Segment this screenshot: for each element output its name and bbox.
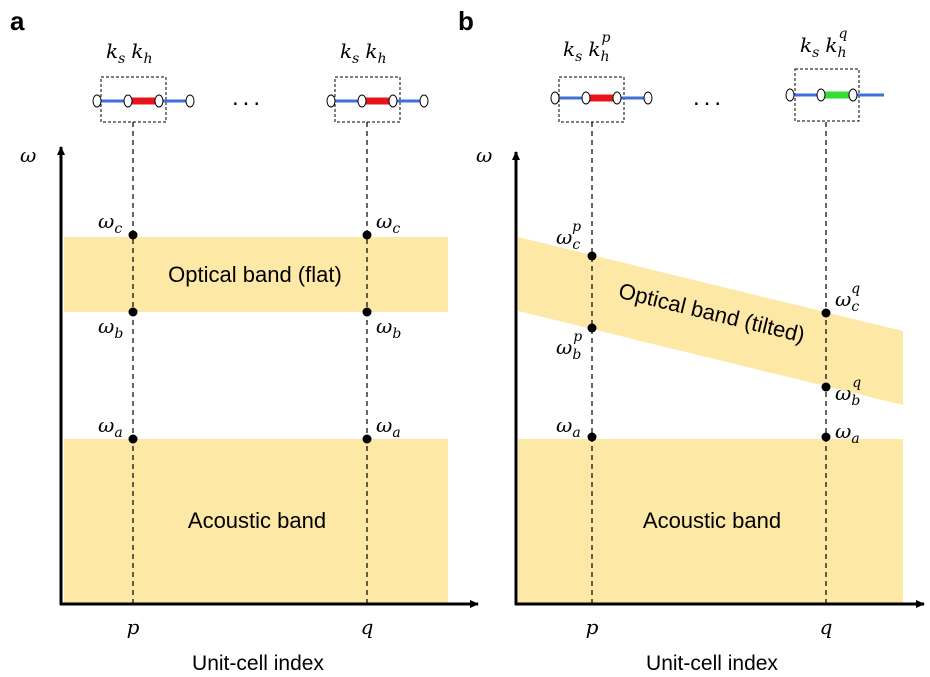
label-omega-b-q: ωbq <box>835 375 861 409</box>
label-omega-a-p: ωa <box>556 413 581 441</box>
mass <box>612 91 622 105</box>
label-omega-c-q: ωcq <box>835 281 860 315</box>
optical-band-label: Optical band (flat) <box>168 262 342 287</box>
panel-b-letter: b <box>458 6 474 36</box>
point-omega-b-p <box>587 323 597 333</box>
optical-band-tilted <box>518 237 903 405</box>
unit-cell-p: ks kh <box>92 39 195 123</box>
mass <box>357 94 367 108</box>
label-omega-c-q: ωc <box>376 209 400 237</box>
point-omega-b-q <box>821 382 831 392</box>
point-omega-c-q <box>362 230 372 240</box>
label-omega-b-p: ωb <box>98 314 123 342</box>
mass <box>785 88 795 102</box>
mass <box>848 88 858 102</box>
point-omega-a-p <box>128 434 138 444</box>
panel-a: a Optical band (flat) Acoustic band ω ks… <box>10 6 479 675</box>
mass <box>154 94 164 108</box>
mass <box>388 94 398 108</box>
acoustic-band-a <box>64 439 448 603</box>
ks-label: ks kh <box>106 39 152 67</box>
label-omega-b-p: ωbp <box>556 329 582 363</box>
label-omega-a-q: ωa <box>835 419 860 447</box>
acoustic-band-b <box>518 439 903 603</box>
mass <box>550 91 560 105</box>
ellipsis: ... <box>232 84 264 111</box>
mass <box>643 91 653 105</box>
point-omega-b-q <box>362 307 372 317</box>
x-axis-title: Unit-cell index <box>192 652 324 675</box>
tick-q: q <box>361 615 374 639</box>
mass <box>419 94 429 108</box>
label-omega-b-q: ωb <box>376 314 401 342</box>
mass <box>326 94 336 108</box>
acoustic-band-label: Acoustic band <box>188 508 326 533</box>
y-axis-label: ω <box>476 143 492 167</box>
mass <box>123 94 133 108</box>
label-omega-c-p: ωcp <box>556 219 581 253</box>
point-omega-b-p <box>128 307 138 317</box>
point-omega-c-p <box>587 251 597 261</box>
mass <box>185 94 195 108</box>
point-omega-a-p <box>587 432 597 442</box>
tick-p: p <box>586 615 599 639</box>
point-omega-c-q <box>821 308 831 318</box>
panel-a-letter: a <box>10 6 25 36</box>
x-axis-title: Unit-cell index <box>646 652 778 675</box>
unit-cell-p: ks khp <box>550 30 653 123</box>
panel-b: b Optical band (tilted) Acoustic band ω … <box>458 6 925 675</box>
y-axis-label: ω <box>20 143 36 167</box>
label-omega-c-p: ωc <box>98 209 122 237</box>
tick-p: p <box>127 615 140 639</box>
optical-band-flat <box>64 237 448 312</box>
ks-label: ks kh <box>340 39 386 67</box>
tick-q: q <box>820 615 833 639</box>
mass <box>581 91 591 105</box>
ks-kh-label: ks khp <box>563 30 610 65</box>
mass <box>816 88 826 102</box>
ks-kh-label: ks khq <box>800 26 847 61</box>
ellipsis: ... <box>693 84 725 111</box>
unit-cell-q: ks khq <box>785 26 884 122</box>
point-omega-c-p <box>128 230 138 240</box>
label-omega-a-q: ωa <box>376 413 401 441</box>
acoustic-band-label: Acoustic band <box>643 508 781 533</box>
point-omega-a-q <box>362 434 372 444</box>
unit-cell-q: ks kh <box>326 39 429 123</box>
label-omega-a-p: ωa <box>98 413 123 441</box>
mass <box>92 94 102 108</box>
point-omega-a-q <box>821 432 831 442</box>
